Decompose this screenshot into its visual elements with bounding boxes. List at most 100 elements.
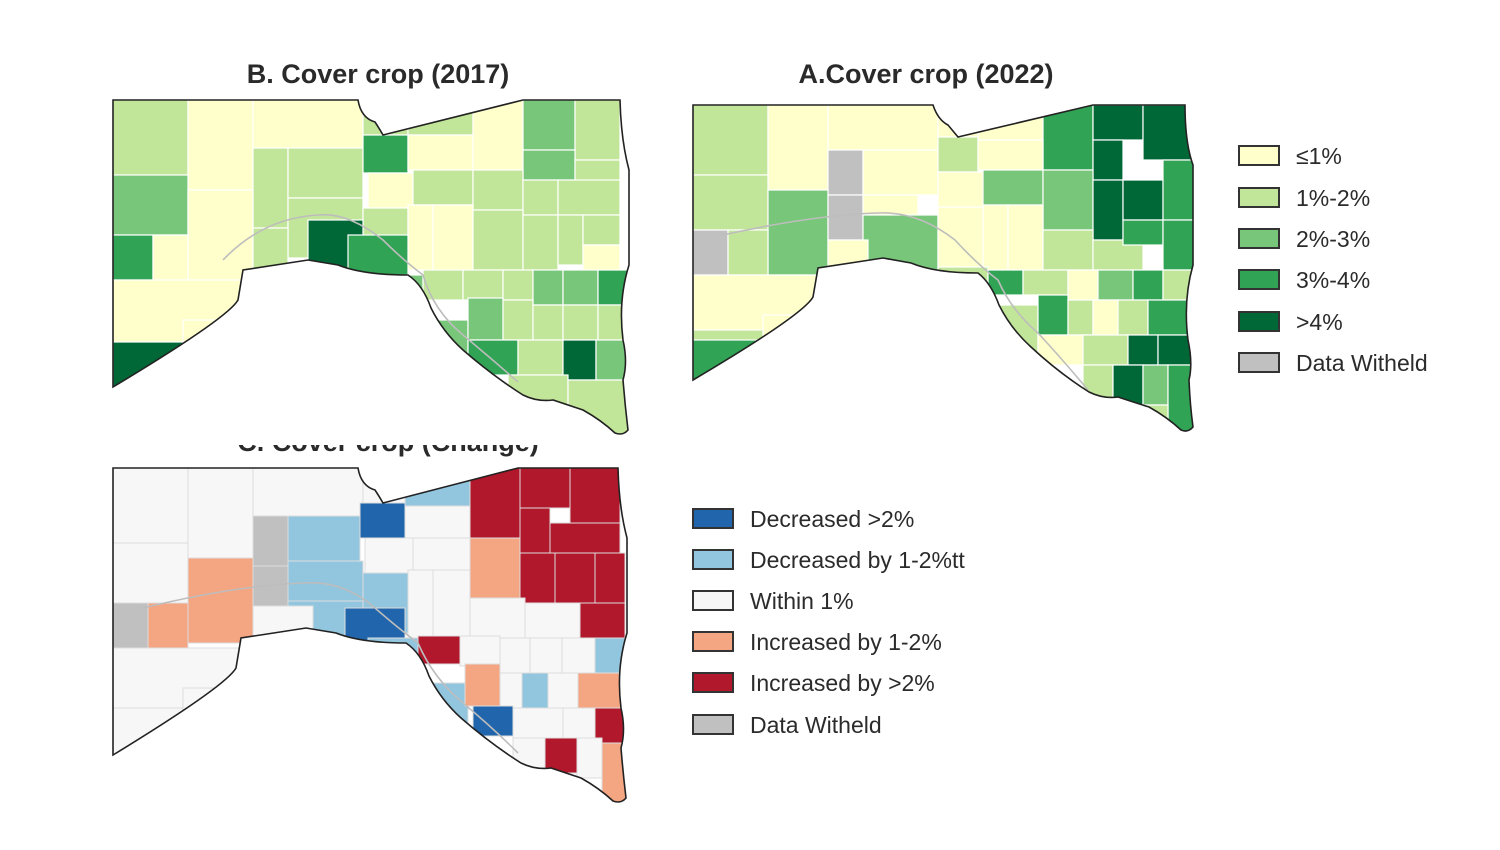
county	[1092, 179, 1124, 241]
county	[404, 505, 471, 539]
county	[287, 560, 364, 602]
county	[112, 99, 189, 176]
county	[547, 672, 579, 709]
county	[579, 602, 626, 639]
county	[367, 172, 414, 209]
county	[517, 339, 564, 376]
map-title-2017: B. Cover crop (2017)	[246, 59, 510, 89]
county	[574, 99, 621, 161]
legend-label: ≤1%	[1296, 143, 1342, 169]
county	[1082, 334, 1129, 366]
county	[827, 149, 864, 196]
county	[252, 99, 364, 149]
county	[767, 104, 829, 191]
outside-mask	[683, 95, 1208, 445]
county	[417, 635, 461, 665]
county	[499, 637, 531, 674]
county	[692, 229, 729, 276]
county	[692, 174, 769, 231]
county	[519, 507, 551, 554]
county	[562, 707, 596, 739]
county	[595, 339, 629, 381]
county	[529, 637, 563, 674]
county	[287, 147, 364, 199]
legend-label: Data Witheld	[750, 712, 882, 738]
legend-label: >4%	[1296, 309, 1343, 335]
county	[937, 171, 984, 208]
state-outline-2017	[112, 99, 630, 435]
county	[112, 602, 149, 649]
county	[359, 502, 406, 539]
county	[469, 597, 526, 639]
county	[582, 214, 621, 246]
legend-swatch	[1238, 228, 1280, 249]
county	[937, 136, 979, 173]
county	[1127, 334, 1159, 366]
county	[692, 104, 769, 176]
legend-swatch	[692, 714, 734, 735]
outside-mask	[103, 90, 643, 445]
county	[562, 304, 599, 341]
legend-swatch	[692, 631, 734, 652]
county	[519, 552, 556, 604]
county	[407, 204, 434, 271]
county	[1162, 159, 1196, 221]
county	[112, 174, 189, 236]
county	[467, 297, 504, 341]
county	[557, 179, 621, 216]
county	[767, 189, 829, 276]
legend-swatch	[692, 549, 734, 570]
county	[562, 269, 599, 306]
county	[187, 99, 254, 191]
county	[982, 204, 1009, 271]
county	[1142, 364, 1169, 406]
county	[1007, 204, 1044, 271]
county	[549, 522, 621, 554]
county	[502, 299, 534, 341]
legend-label: Increased by 1-2%	[750, 629, 942, 655]
county	[977, 139, 1044, 171]
county	[407, 569, 434, 639]
legend-label: 3%-4%	[1296, 267, 1371, 293]
county	[522, 214, 559, 271]
county	[1067, 269, 1099, 301]
county	[522, 179, 559, 216]
county	[1092, 139, 1124, 181]
outside-mask	[103, 458, 643, 813]
county	[462, 269, 504, 301]
county	[459, 635, 501, 667]
county	[364, 537, 414, 574]
county	[499, 672, 523, 709]
legend-label: Within 1%	[750, 588, 854, 614]
county	[432, 204, 474, 271]
county	[1022, 269, 1069, 296]
legend-swatch	[692, 590, 734, 611]
county	[937, 206, 984, 268]
map-change	[103, 458, 643, 813]
river	[142, 581, 519, 754]
county	[982, 169, 1044, 206]
county	[469, 537, 521, 599]
county	[1162, 219, 1196, 271]
county	[464, 663, 501, 707]
county	[187, 557, 254, 644]
county	[1037, 294, 1069, 336]
county	[577, 672, 626, 709]
map-2017	[103, 90, 643, 445]
county	[422, 269, 464, 301]
county	[544, 737, 578, 774]
legend-swatch	[1238, 352, 1280, 373]
county	[362, 134, 409, 174]
county	[727, 229, 769, 276]
county	[512, 707, 564, 739]
county	[1097, 269, 1134, 301]
county	[1042, 229, 1094, 271]
county	[112, 542, 189, 604]
county	[519, 467, 571, 509]
county	[112, 234, 154, 281]
county	[1092, 104, 1144, 141]
legend-label: Decreased >2%	[750, 506, 915, 532]
county	[412, 537, 471, 571]
map-title-2022: A.Cover crop (2022)	[798, 59, 1054, 89]
map-2022	[683, 95, 1208, 445]
